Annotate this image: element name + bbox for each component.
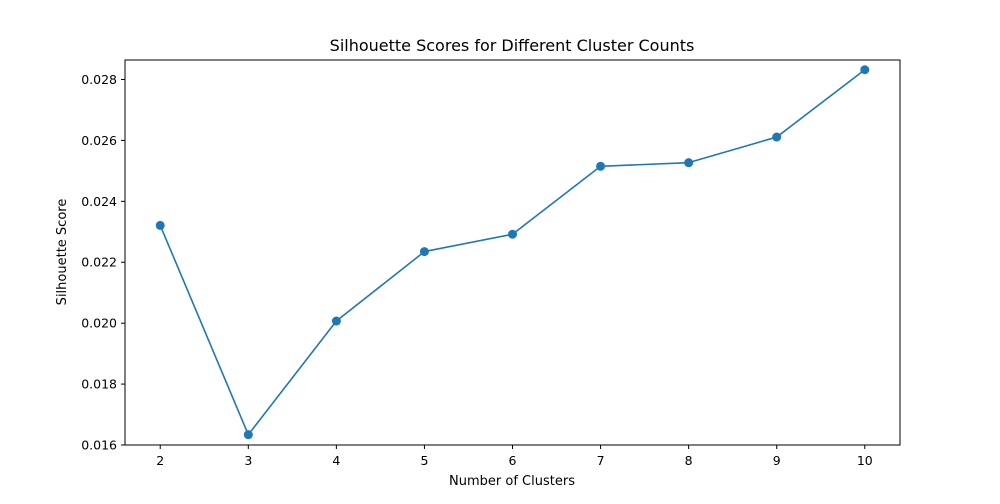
x-tick-label: 4 xyxy=(332,453,340,468)
x-tick-label: 5 xyxy=(420,453,428,468)
y-tick-label: 0.028 xyxy=(81,72,117,87)
series-layer xyxy=(155,65,870,440)
data-point xyxy=(419,247,429,257)
data-point xyxy=(772,132,782,142)
chart-title: Silhouette Scores for Different Cluster … xyxy=(330,36,695,55)
y-tick-label: 0.022 xyxy=(81,255,117,270)
x-tick-label: 7 xyxy=(597,453,605,468)
y-axis: 0.016 0.018 0.020 0.022 0.024 0.026 0.028 xyxy=(81,72,125,453)
y-axis-label: Silhouette Score xyxy=(55,199,70,306)
data-point xyxy=(508,229,517,239)
x-tick-label: 2 xyxy=(156,453,164,468)
x-tick-label: 9 xyxy=(773,453,781,468)
plot-frame xyxy=(124,59,901,446)
series-line xyxy=(159,69,866,436)
data-point xyxy=(596,161,606,171)
data-point xyxy=(684,158,694,168)
y-tick-label: 0.018 xyxy=(81,377,117,392)
data-point xyxy=(155,220,165,230)
x-tick-label: 6 xyxy=(509,453,517,468)
data-point xyxy=(243,430,253,440)
y-tick-label: 0.024 xyxy=(81,194,117,209)
x-axis-label: Number of Clusters xyxy=(449,474,575,489)
y-tick-label: 0.020 xyxy=(81,316,117,331)
x-tick-label: 8 xyxy=(685,453,693,468)
x-tick-label: 3 xyxy=(244,453,252,468)
data-point xyxy=(331,316,341,326)
x-axis: 2 3 4 5 6 7 8 9 10 xyxy=(156,445,873,468)
x-tick-label: 10 xyxy=(857,453,873,468)
data-point xyxy=(860,65,870,75)
y-tick-label: 0.026 xyxy=(81,133,117,148)
y-tick-label: 0.016 xyxy=(81,438,117,453)
